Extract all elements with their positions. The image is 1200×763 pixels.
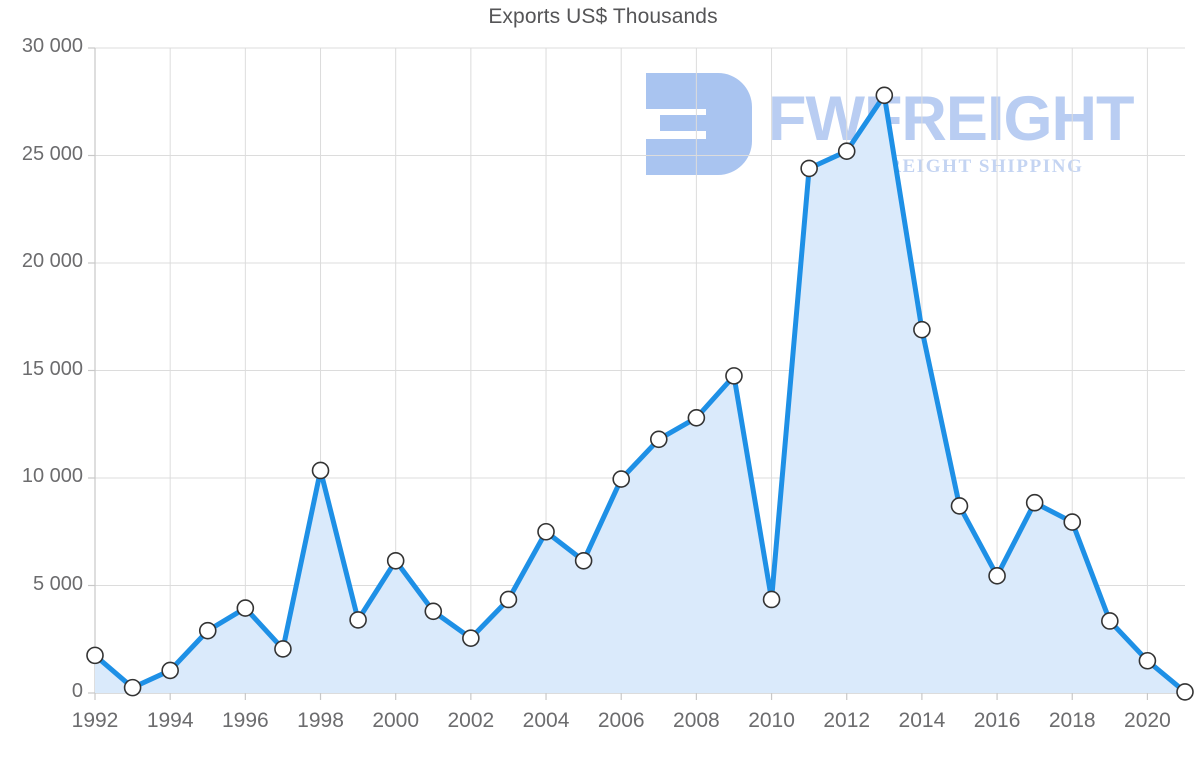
data-point-marker <box>274 640 292 658</box>
data-markers <box>86 86 1194 701</box>
data-point-marker <box>950 497 969 515</box>
y-axis-tick-label: 15 000 <box>21 357 83 380</box>
data-line <box>92 92 1188 695</box>
data-point-marker <box>800 159 818 178</box>
data-point-marker <box>1063 513 1082 531</box>
x-axis-tick-label: 2000 <box>372 709 420 732</box>
x-axis-tick-label: 2016 <box>973 709 1021 732</box>
data-point-marker <box>612 470 631 488</box>
data-point-marker <box>499 590 518 609</box>
x-axis-tick-label: 2018 <box>1048 709 1096 732</box>
data-point-marker <box>875 86 894 105</box>
data-point-marker <box>725 367 743 385</box>
data-point-marker <box>236 599 255 617</box>
data-point-marker <box>1101 612 1119 630</box>
data-point-marker <box>311 461 330 480</box>
x-axis-tick-label: 1994 <box>146 709 194 732</box>
x-axis-tick-label: 2020 <box>1124 709 1171 732</box>
data-point-marker <box>86 646 104 665</box>
x-axis-tick-label: 2012 <box>823 709 871 732</box>
data-point-marker <box>1138 651 1157 670</box>
x-axis-tick-label: 2014 <box>898 709 946 732</box>
x-axis-tick-label: 2002 <box>447 709 495 732</box>
x-axis-tick-label: 1992 <box>71 709 119 732</box>
y-axis-tick-label: 10 000 <box>21 465 83 487</box>
y-axis-tick-label: 5 000 <box>32 572 83 595</box>
data-point-marker <box>1176 683 1194 701</box>
y-axis-tick-label: 25 000 <box>21 142 83 165</box>
data-point-marker <box>988 567 1006 585</box>
page-title: Exports US$ Thousands <box>488 5 718 28</box>
data-point-marker <box>574 551 593 570</box>
x-axis-tick-label: 2010 <box>748 709 795 732</box>
x-axis-tick-label: 2004 <box>522 709 570 732</box>
data-point-marker <box>424 602 443 621</box>
data-point-marker <box>649 430 668 449</box>
data-point-marker <box>462 629 480 647</box>
data-point-marker <box>687 408 706 427</box>
x-axis-tick-label: 2006 <box>597 709 645 732</box>
data-point-marker <box>198 621 217 640</box>
data-point-marker <box>537 522 555 541</box>
data-point-marker <box>1025 493 1044 512</box>
area-fill <box>95 95 1185 694</box>
data-point-marker <box>386 551 405 570</box>
y-axis-tick-label: 0 <box>71 680 83 702</box>
x-axis-tick-label: 2008 <box>673 709 720 732</box>
x-axis-tick-label: 1996 <box>221 709 269 732</box>
y-axis-tick-label: 30 000 <box>21 35 83 57</box>
data-point-marker <box>349 611 367 629</box>
data-point-marker <box>762 590 781 609</box>
x-axis-tick-label: 1998 <box>297 709 344 732</box>
data-point-marker <box>161 661 179 680</box>
y-axis-tick-label: 20 000 <box>21 250 83 272</box>
data-point-marker <box>913 320 931 339</box>
data-point-marker <box>123 678 142 697</box>
data-point-marker <box>837 142 856 160</box>
